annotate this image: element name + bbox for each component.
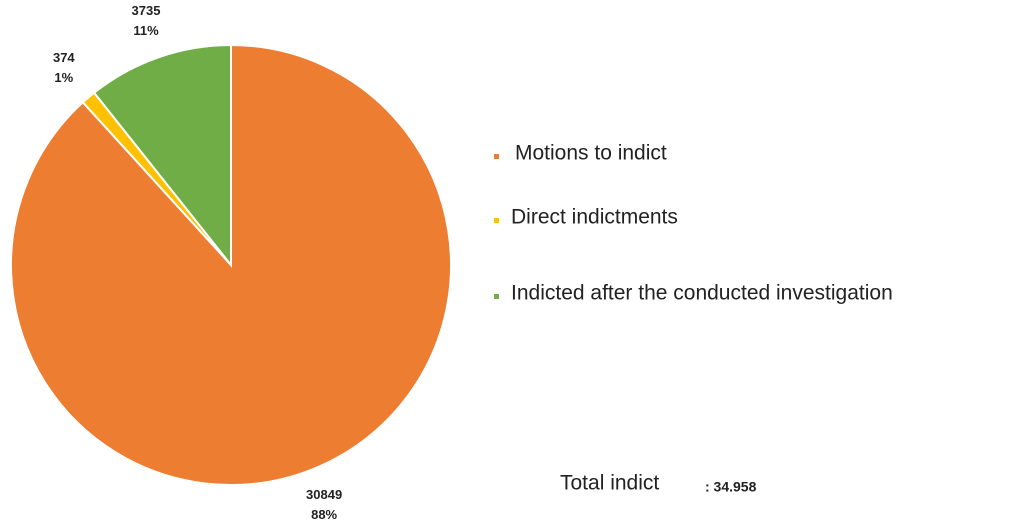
- legend-label: Motions to indict: [515, 142, 667, 165]
- legend-swatch: [494, 154, 499, 159]
- data-label-percent: 1%: [54, 70, 73, 85]
- total-value: : 34.958: [705, 479, 757, 495]
- legend-label: Indicted after the conducted investigati…: [511, 282, 893, 305]
- legend-swatch: [494, 218, 499, 223]
- data-label-percent: 88%: [311, 507, 337, 522]
- total-annotation: Total indict: [560, 472, 659, 495]
- legend-swatch: [494, 294, 499, 299]
- data-label-value: 374: [53, 50, 75, 65]
- data-label-value: 3735: [132, 3, 161, 18]
- data-label-value: 30849: [306, 487, 342, 502]
- legend-label: Direct indictments: [511, 206, 678, 229]
- pie-slice: [92, 43, 232, 268]
- data-label-percent: 11%: [133, 23, 159, 38]
